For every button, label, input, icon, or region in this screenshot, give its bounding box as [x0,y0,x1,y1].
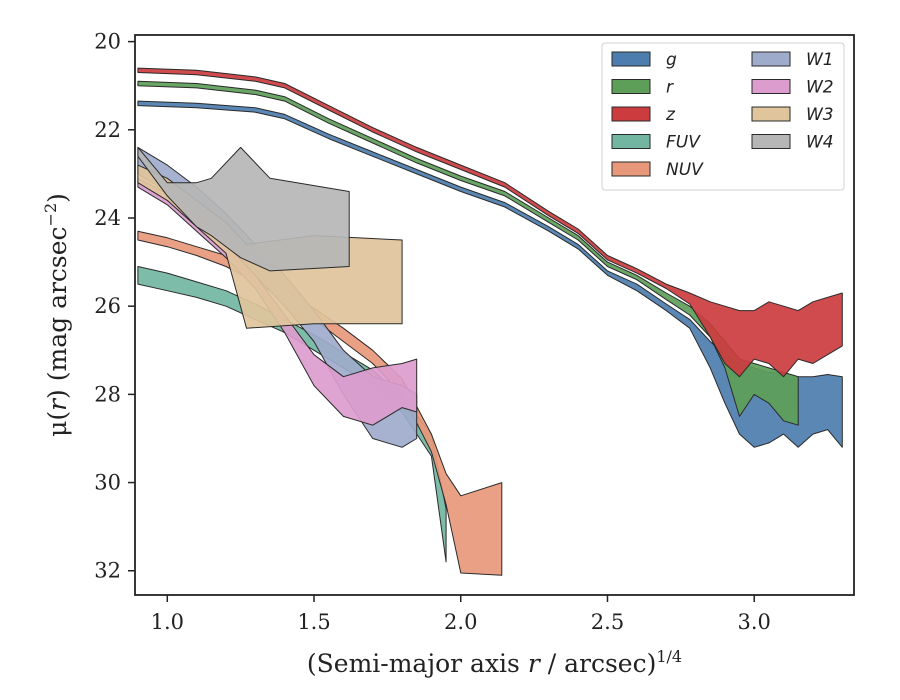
legend-swatch-z [611,106,651,122]
y-tick-label: 26 [94,294,121,318]
legend-label-g: g [666,50,677,70]
legend-label-w2: W2 [806,78,834,98]
x-axis-title-variable: r [528,649,542,678]
legend-swatch-w2 [751,79,791,94]
legend-swatch-g [611,51,651,67]
y-axis: 20 22 24 26 28 30 32 [94,30,135,583]
y-tick-label: 22 [94,118,121,142]
legend-label-fuv: FUV [666,133,701,153]
x-tick-label: 3.0 [738,610,771,634]
y-tick-label: 20 [94,30,121,54]
legend-swatch-w1 [751,51,791,67]
legend-label-w1: W1 [806,50,834,70]
x-axis-title-exponent: 1/4 [656,647,682,666]
legend-swatch-r [611,79,651,94]
legend-label-nuv: NUV [666,160,704,180]
x-axis: 1.0 1.5 2.0 2.5 3.0 [151,595,771,634]
series-band-w4 [137,146,350,272]
x-tick-label: 1.5 [297,610,330,634]
plot-frame [134,34,855,596]
plot-bands [137,67,843,576]
legend: grz FUV NUV W1 W2 W3 W4 [601,42,845,191]
series-band-z [137,67,843,378]
y-tick-label: 32 [94,559,121,583]
x-axis-title-part: (Semi-major axis [307,649,528,678]
legend-label-w3: W3 [806,105,834,125]
y-axis-title-exponent: −2 [41,203,60,227]
y-axis-title-part: ) (mag arcsec [43,226,72,399]
y-tick-label: 30 [94,471,121,495]
y-axis-title: μ(r) (mag arcsec−2) [41,193,72,437]
x-tick-label: 2.5 [591,610,624,634]
y-axis-title-part: ) [43,193,72,203]
legend-label-z: z [665,105,676,125]
y-tick-label: 28 [94,382,121,406]
legend-swatch-fuv [611,134,651,149]
x-tick-label: 2.0 [444,610,477,634]
series-band-r [137,80,799,426]
x-tick-label: 1.0 [151,610,184,634]
y-axis-title-part: μ( [43,411,72,437]
series-band-g [137,100,843,448]
legend-swatch-nuv [611,161,651,177]
legend-label-r: r [666,78,674,98]
legend-label-w4: W4 [806,133,834,153]
legend-swatch-w4 [751,134,791,149]
x-axis-title: (Semi-major axis r / arcsec)1/4 [307,647,682,678]
y-axis-title-variable: r [43,397,72,411]
y-tick-label: 24 [94,206,121,230]
x-axis-title-part: / arcsec) [540,649,657,678]
legend-swatch-w3 [751,106,791,122]
